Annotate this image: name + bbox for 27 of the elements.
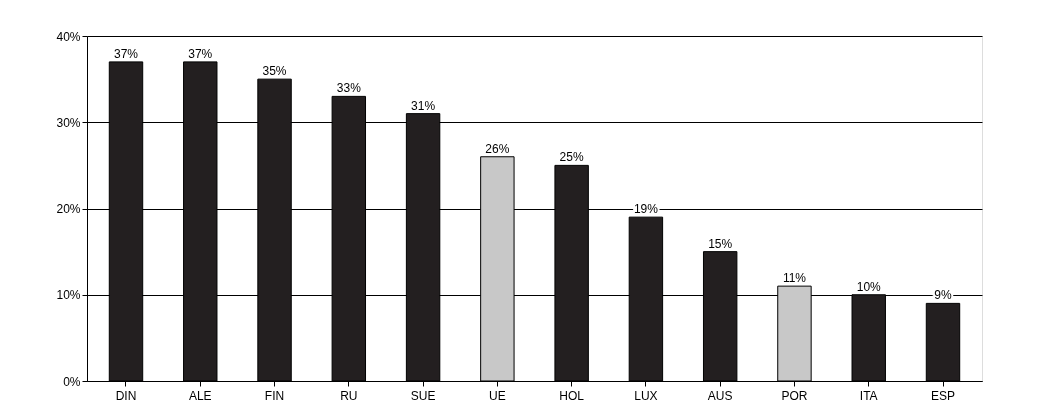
data-label: 15% <box>708 236 733 251</box>
x-tick-label: RU <box>340 388 358 403</box>
x-tick-label: UE <box>489 388 506 403</box>
x-tick-label: DIN <box>115 388 137 403</box>
data-label: 33% <box>336 81 362 96</box>
y-tick-label: 0% <box>63 374 81 389</box>
x-tick-label: FIN <box>264 388 285 403</box>
y-tick-label: 40% <box>56 29 81 44</box>
y-tick-label: 30% <box>56 115 81 130</box>
data-label: 31% <box>411 98 436 113</box>
x-tick-label: SUE <box>410 388 436 403</box>
data-label: 25% <box>559 150 584 165</box>
x-tick-label: AUS <box>707 388 733 403</box>
y-tick-label: 10% <box>56 288 81 303</box>
data-label: 26% <box>485 141 510 156</box>
y-tick-label: 20% <box>56 202 81 216</box>
data-label: 35% <box>262 64 287 79</box>
x-tick-label: POR <box>781 388 808 403</box>
x-tick-label: ESP <box>931 388 956 403</box>
x-tick-label: LUX <box>634 388 658 403</box>
x-tick-label: ALE <box>188 388 212 403</box>
x-tick-label: HOL <box>559 388 585 403</box>
data-label: 37% <box>113 46 139 61</box>
x-tick-label: ITA <box>859 388 878 403</box>
data-label: 11% <box>782 271 807 286</box>
data-label: 37% <box>188 46 213 61</box>
data-label: 10% <box>856 279 882 294</box>
